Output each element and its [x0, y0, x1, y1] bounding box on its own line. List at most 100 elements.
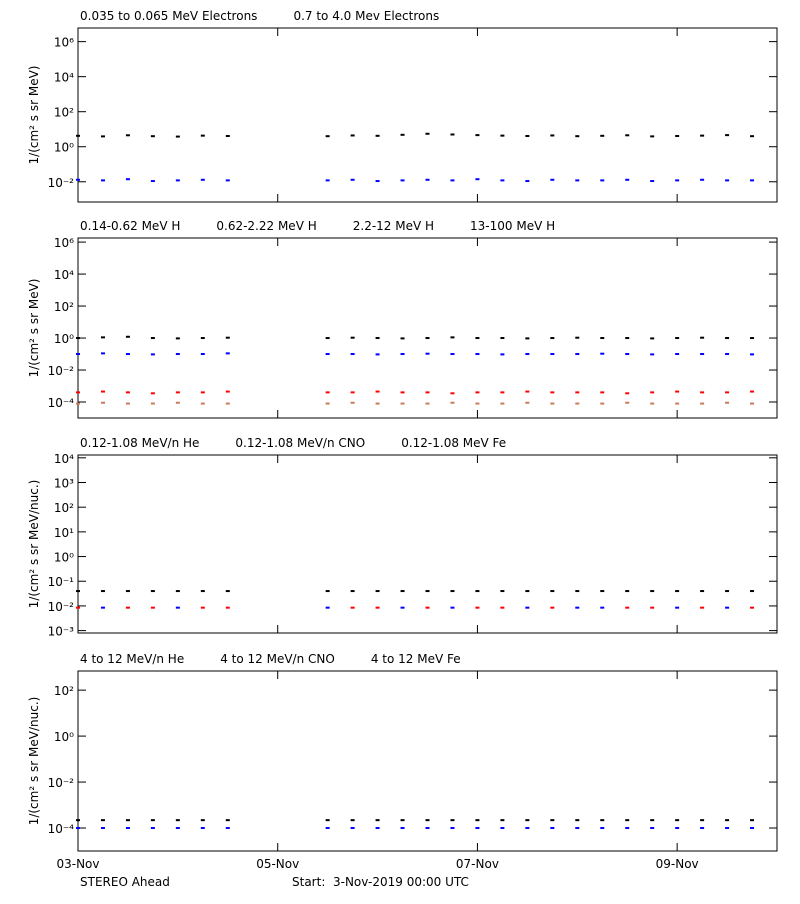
legend-entry: 4 to 12 MeV Fe: [371, 652, 461, 666]
point: [350, 401, 355, 404]
point: [200, 391, 205, 394]
footer-start: Start: 3-Nov-2019 00:00 UTC: [292, 875, 469, 889]
point: [725, 606, 730, 609]
point: [675, 819, 680, 822]
point: [650, 135, 655, 138]
point: [625, 337, 630, 340]
plot-frame: [77, 237, 778, 419]
point: [175, 819, 180, 822]
point: [750, 390, 755, 393]
point: [725, 134, 730, 137]
point: [400, 353, 405, 356]
point: [150, 819, 155, 822]
footer-left: STEREO Ahead: [80, 875, 170, 889]
point: [700, 353, 705, 356]
point: [150, 827, 155, 830]
point: [375, 180, 380, 183]
point: [625, 392, 630, 395]
point: [350, 336, 355, 339]
point: [750, 590, 755, 593]
point: [100, 390, 105, 393]
point: [225, 336, 230, 339]
point: [175, 401, 180, 404]
point: [225, 402, 230, 405]
plot-frame: [77, 670, 778, 852]
point: [675, 135, 680, 138]
point: [575, 590, 580, 593]
point: [76, 178, 80, 181]
point: [700, 819, 705, 822]
y-tick-label: 10⁰: [54, 332, 74, 346]
point: [525, 819, 530, 822]
point: [425, 827, 430, 830]
point: [100, 590, 105, 593]
plot-frame: [77, 27, 778, 203]
point: [450, 606, 455, 609]
y-tick-label: 10⁻⁴: [48, 822, 75, 836]
point: [725, 401, 730, 404]
point: [750, 337, 755, 340]
point: [76, 827, 80, 830]
y-axis-label: 1/(cm² s sr MeV): [27, 66, 41, 165]
point: [725, 590, 730, 593]
point: [375, 353, 380, 356]
point: [550, 590, 555, 593]
legend-entry: 4 to 12 MeV/n CNO: [220, 652, 335, 666]
point: [200, 402, 205, 405]
point: [550, 827, 555, 830]
point: [325, 402, 330, 405]
point: [500, 827, 505, 830]
point: [325, 590, 330, 593]
point: [125, 606, 130, 609]
point: [750, 606, 755, 609]
point: [625, 401, 630, 404]
point: [350, 178, 355, 181]
y-tick-label: 10⁻²: [48, 776, 75, 790]
point: [600, 352, 605, 355]
point: [150, 606, 155, 609]
point: [575, 135, 580, 138]
y-tick-label: 10⁰: [54, 730, 74, 744]
y-tick-label: 10⁻²: [48, 176, 75, 190]
point: [700, 134, 705, 137]
point: [350, 606, 355, 609]
y-tick-label: 10³: [54, 476, 74, 490]
point: [750, 827, 755, 830]
point: [325, 391, 330, 394]
y-tick-label: 10⁻⁴: [48, 396, 75, 410]
point: [625, 590, 630, 593]
point: [375, 827, 380, 830]
point: [450, 401, 455, 404]
point: [700, 590, 705, 593]
point: [525, 337, 530, 340]
point: [400, 819, 405, 822]
point: [200, 337, 205, 340]
point: [425, 178, 430, 181]
point: [675, 590, 680, 593]
point: [350, 590, 355, 593]
point: [725, 819, 730, 822]
point: [475, 606, 480, 609]
point: [475, 827, 480, 830]
point: [225, 352, 230, 355]
point: [325, 179, 330, 182]
point: [725, 391, 730, 394]
point: [350, 391, 355, 394]
point: [675, 353, 680, 356]
point: [125, 178, 130, 181]
point: [425, 391, 430, 394]
x-tick-label: 07-Nov: [456, 857, 499, 871]
point: [500, 353, 505, 356]
point: [550, 606, 555, 609]
point: [150, 392, 155, 395]
point: [500, 179, 505, 182]
legend-entry: 0.7 to 4.0 Mev Electrons: [293, 9, 439, 23]
point: [525, 135, 530, 138]
legend-entry: 4 to 12 MeV/n He: [80, 652, 184, 666]
point: [350, 134, 355, 137]
point: [625, 606, 630, 609]
point: [125, 353, 130, 356]
point: [750, 353, 755, 356]
point: [175, 391, 180, 394]
